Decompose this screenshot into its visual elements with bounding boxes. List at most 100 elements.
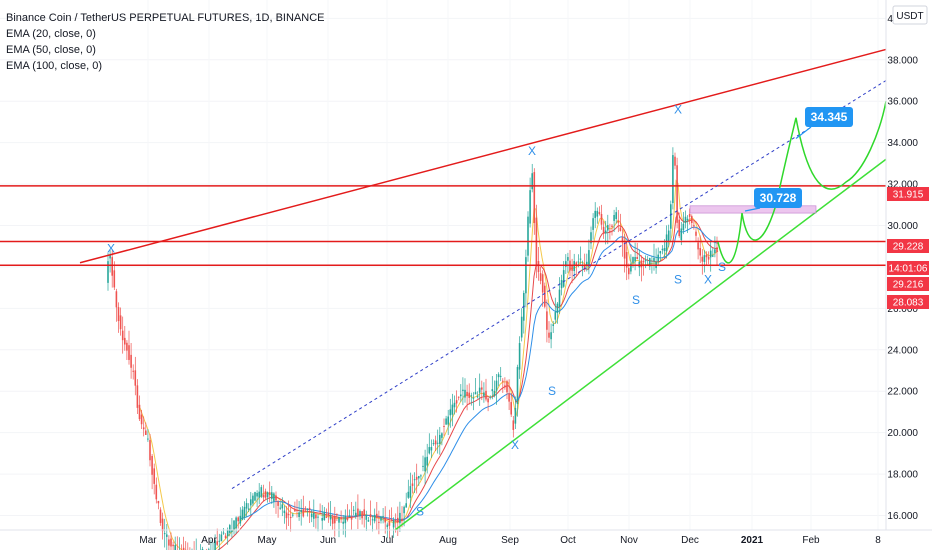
candle-body bbox=[369, 514, 372, 518]
candle-body bbox=[233, 520, 235, 530]
candle-body bbox=[596, 210, 599, 217]
candle-body bbox=[428, 447, 431, 454]
candle-body bbox=[628, 268, 630, 275]
candle-body bbox=[598, 212, 601, 214]
candle-body bbox=[588, 250, 590, 266]
candle-body bbox=[520, 316, 523, 338]
candle-body bbox=[300, 510, 302, 513]
candle-body bbox=[321, 518, 323, 521]
price-label-3: 29.216 bbox=[893, 280, 924, 291]
candle-body bbox=[319, 510, 321, 512]
candle-body bbox=[462, 389, 464, 391]
candle-body bbox=[336, 514, 338, 516]
candle-body bbox=[592, 218, 594, 230]
target-pointer-1 bbox=[795, 126, 812, 139]
candle-body bbox=[147, 438, 149, 440]
candle-body bbox=[667, 230, 670, 241]
candle-body bbox=[119, 315, 122, 330]
candle-body bbox=[594, 210, 596, 218]
candle-body bbox=[109, 255, 111, 259]
candle-body bbox=[399, 512, 401, 524]
candle-body bbox=[625, 252, 628, 268]
candle-body bbox=[436, 442, 439, 444]
time-axis: Mar Apr May Jun Jul Aug Sep Oct Nov Dec 2021 Feb 8 bbox=[0, 529, 932, 546]
candle-body bbox=[132, 370, 134, 372]
candle-body bbox=[107, 261, 109, 283]
candle-body bbox=[653, 257, 655, 262]
candle-body bbox=[405, 503, 407, 508]
candle-body bbox=[548, 332, 550, 338]
y-tick-11: 38.000 bbox=[887, 55, 918, 66]
candle-body bbox=[674, 156, 676, 166]
annotation-x-2: X bbox=[674, 103, 682, 117]
candle-body bbox=[401, 518, 403, 521]
candle-body bbox=[474, 392, 477, 395]
candle-body bbox=[365, 515, 368, 520]
candle-body bbox=[615, 212, 617, 219]
candle-body bbox=[226, 529, 229, 537]
price-label-1: 29.228 bbox=[893, 242, 924, 253]
candle-body bbox=[283, 510, 286, 514]
candle-body bbox=[298, 512, 300, 517]
candle-body bbox=[510, 402, 512, 415]
candle-body bbox=[497, 374, 500, 378]
candle-body bbox=[483, 392, 485, 397]
candle-body bbox=[342, 521, 344, 524]
candle-body bbox=[313, 512, 315, 519]
candle-body bbox=[619, 227, 622, 231]
x-tick-1: Apr bbox=[201, 535, 217, 546]
candle-body bbox=[168, 539, 170, 546]
candle-body bbox=[586, 261, 588, 266]
annotation-x-3: X bbox=[511, 438, 519, 452]
candle-body bbox=[247, 508, 250, 510]
candle-body bbox=[163, 533, 166, 535]
candle-body bbox=[630, 263, 632, 272]
candle-body bbox=[716, 247, 718, 253]
candle-body bbox=[680, 228, 683, 241]
candle-body bbox=[443, 426, 445, 428]
candle-body bbox=[420, 475, 422, 477]
candle-body bbox=[268, 492, 271, 496]
currency-badge[interactable]: USDT bbox=[892, 5, 928, 25]
x-tick-6: Sep bbox=[501, 535, 519, 546]
candle-body bbox=[348, 515, 351, 518]
candle-body bbox=[334, 516, 336, 524]
candle-body bbox=[642, 260, 645, 263]
candle-body bbox=[237, 517, 239, 522]
y-tick-8: 32.000 bbox=[887, 180, 918, 191]
candle-body bbox=[558, 289, 561, 307]
candle-body bbox=[583, 265, 586, 269]
candle-body bbox=[659, 251, 662, 254]
candle-body bbox=[392, 520, 395, 528]
candle-body bbox=[493, 390, 496, 396]
candle-body bbox=[329, 514, 332, 520]
candle-body bbox=[373, 514, 376, 522]
candle-body bbox=[426, 456, 428, 466]
candle-body bbox=[565, 261, 567, 267]
candle-body bbox=[325, 516, 328, 518]
x-tick-10: 2021 bbox=[741, 535, 764, 546]
candle-body bbox=[577, 261, 580, 263]
candle-body bbox=[224, 535, 227, 539]
candle-body bbox=[386, 524, 389, 528]
price-label-bg-0 bbox=[887, 187, 929, 201]
candle-body bbox=[441, 433, 443, 438]
candle-body bbox=[384, 518, 386, 523]
candle-body bbox=[525, 257, 527, 294]
candle-body bbox=[560, 280, 563, 289]
candle-body bbox=[623, 242, 626, 259]
candle-body bbox=[323, 511, 326, 521]
candle-body bbox=[499, 375, 502, 377]
candle-body bbox=[166, 534, 168, 537]
candle-body bbox=[464, 389, 466, 398]
candle-body bbox=[264, 491, 267, 498]
candle-body bbox=[140, 414, 143, 425]
candle-body bbox=[439, 434, 441, 444]
candle-body bbox=[136, 385, 139, 408]
candle-body bbox=[182, 547, 185, 550]
candle-body bbox=[281, 504, 284, 509]
candle-body bbox=[124, 337, 126, 345]
candle-body bbox=[478, 387, 481, 393]
candle-body bbox=[455, 400, 458, 404]
